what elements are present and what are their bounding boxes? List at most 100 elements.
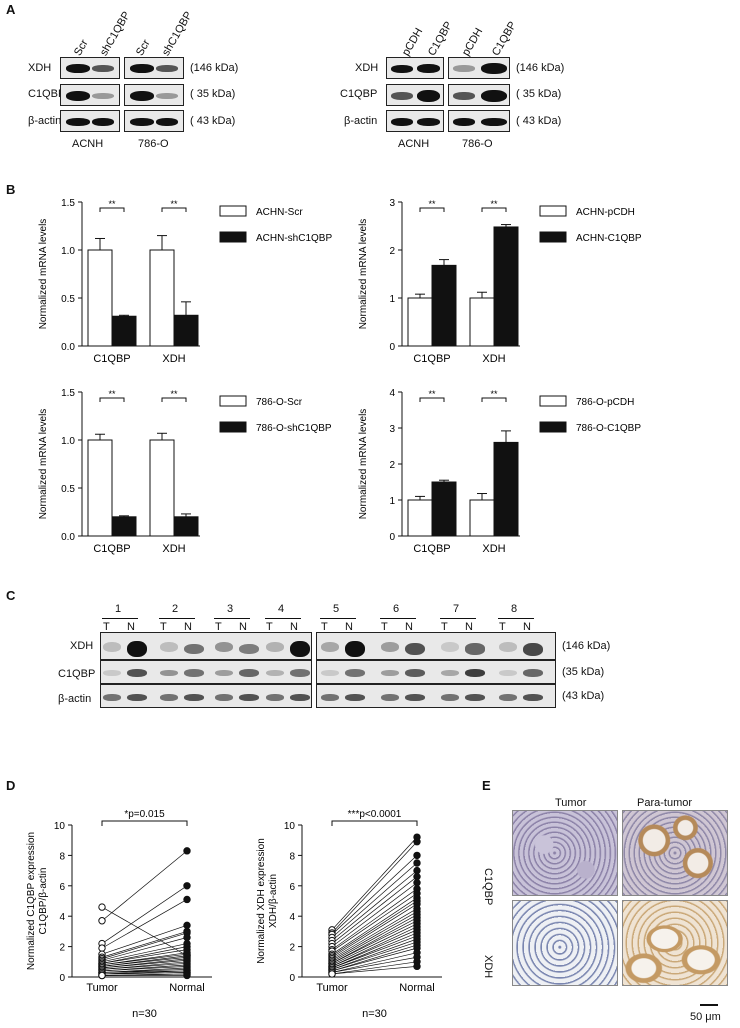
blot-band (405, 694, 425, 701)
blot-strip (100, 660, 312, 684)
normal-point (413, 962, 421, 971)
blot-strip (124, 110, 184, 132)
panel-letter-b: B (6, 182, 16, 197)
blot-band (345, 694, 365, 701)
y-tick-label: 10 (54, 821, 66, 832)
blot-strip (124, 84, 184, 106)
blot-strip (448, 110, 510, 132)
panel-letter-c: C (6, 588, 16, 603)
blot-band (345, 641, 365, 657)
sample-pair-underline (320, 618, 356, 619)
blot-band (266, 670, 284, 676)
pair-line (101, 959, 188, 969)
pair-line (331, 923, 418, 966)
tumor-point (98, 903, 106, 911)
y-tick-label: 1 (389, 294, 395, 305)
sample-pair-number: 4 (278, 603, 285, 615)
pair-line (331, 938, 418, 970)
normal-point (413, 879, 421, 887)
blot-band (266, 694, 284, 701)
blot-strip (316, 660, 556, 684)
normal-point (183, 895, 191, 904)
legend-swatch (539, 205, 567, 217)
y-tick-label: 1.5 (61, 388, 75, 399)
significance-bracket (99, 397, 125, 402)
blot-strip (60, 110, 120, 132)
pair-line (331, 952, 418, 973)
blot-strip (316, 684, 556, 708)
y-tick-label: 1.5 (61, 198, 75, 209)
y-tick-label: 4 (289, 912, 295, 923)
bar (431, 481, 457, 537)
blot-band (290, 669, 310, 677)
y-axis-label: Normalized mRNA levels (38, 219, 49, 330)
tumor-point (328, 970, 336, 978)
y-tick-label: 0 (389, 342, 395, 353)
blot-band (499, 642, 517, 652)
blot-band (441, 694, 459, 701)
pair-line (331, 941, 418, 970)
significance-bracket (419, 207, 445, 212)
legend-swatch (539, 421, 567, 433)
cell-line-label: ACNH (72, 138, 104, 150)
pair-line (331, 841, 418, 934)
bar (149, 249, 175, 347)
tumor-lane-label: T (499, 621, 506, 633)
scale-bar-label: 50 μm (690, 1011, 721, 1023)
blot-band (127, 694, 147, 701)
blot-strip (386, 110, 444, 132)
normal-point (183, 921, 191, 930)
tumor-lane-label: T (215, 621, 222, 633)
blot-band (127, 669, 147, 677)
blot-strip (448, 57, 510, 79)
pair-line (101, 972, 188, 975)
x-tick-label: XDH (482, 543, 505, 555)
significance-label: ** (490, 389, 498, 399)
n-label: n=30 (132, 1008, 157, 1020)
blot-band (465, 669, 485, 677)
pair-line (101, 931, 188, 958)
y-axis-label: C1QBP/β-actin (38, 868, 49, 935)
pair-line (331, 897, 418, 955)
pair-line (331, 944, 418, 972)
normal-point (413, 838, 421, 846)
cell-line-label: ACNH (398, 138, 430, 150)
y-tick-label: 0 (389, 532, 395, 543)
blot-band (381, 642, 399, 652)
cell-line-label: 786-O (462, 138, 493, 150)
bar (431, 264, 457, 347)
pair-line (331, 893, 418, 952)
pair-line (101, 906, 188, 957)
normal-point (183, 933, 191, 942)
pair-line (331, 870, 418, 941)
lane-label: Scr (134, 37, 153, 58)
y-tick-label: 2 (59, 943, 65, 954)
legend-label: ACHN-pCDH (576, 207, 635, 218)
pair-line (101, 953, 188, 966)
bar-chart-achn-knockdown: 0.0 0.5 1.0 1.5 Normalized mRNA levels ** C1QB… (38, 198, 332, 365)
legend-label: 786-O-shC1QBP (256, 423, 332, 434)
normal-lane-label: N (290, 621, 298, 633)
row-label-actin: β-actin (344, 115, 378, 127)
x-tick-label: XDH (162, 543, 185, 555)
blot-band (290, 694, 310, 701)
size-label: ( 43 kDa) (516, 115, 562, 127)
sample-pair-underline (440, 618, 476, 619)
blot-band (184, 643, 204, 655)
pair-line (101, 899, 188, 949)
y-tick-label: 0.0 (61, 342, 75, 353)
lane-label: C1QBP (426, 19, 456, 58)
legend-swatch (219, 231, 247, 243)
normal-point (413, 859, 421, 867)
blot-band (499, 694, 517, 701)
blot-band (321, 670, 339, 676)
y-tick-label: 6 (289, 882, 295, 893)
ihc-image-xdh-tumor (512, 900, 618, 986)
sample-pair-number: 2 (172, 603, 179, 615)
blot-band (381, 694, 399, 701)
bar (407, 499, 433, 537)
bar (111, 516, 137, 537)
blot-band (103, 694, 121, 701)
pair-line (331, 961, 418, 975)
legend-label: ACHN-shC1QBP (256, 233, 332, 244)
